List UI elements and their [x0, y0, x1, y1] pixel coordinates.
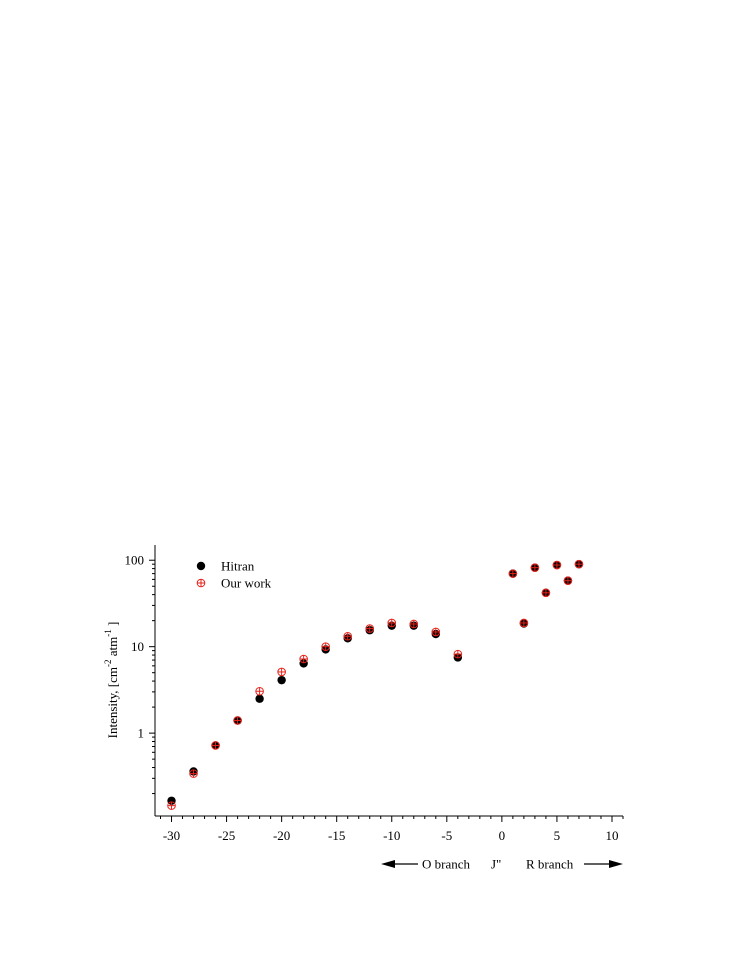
our-work-point: [431, 627, 441, 637]
y-axis-label: Intensity, [cm-2 atm-1 ]: [103, 622, 120, 739]
our-work-point: [530, 563, 540, 572]
our-work-point: [321, 642, 330, 651]
legend-hitran-label: Hitran: [221, 559, 255, 574]
our-work-point: [167, 801, 176, 810]
x-tick-label: 0: [499, 828, 506, 843]
hitran-point: [255, 694, 264, 703]
hitran-point: [299, 659, 308, 668]
our-work-point: [508, 569, 518, 578]
our-work-point: [574, 559, 584, 569]
our-work-point: [211, 741, 220, 750]
our-work-point: [343, 631, 353, 641]
y-tick-label: 10: [131, 639, 144, 654]
our-work-point: [563, 576, 573, 585]
our-work-point: [519, 618, 529, 628]
branch-annotation: O branch J" R branch: [381, 857, 623, 872]
our-work-point: [299, 654, 308, 664]
hitran-point: [167, 796, 176, 805]
o-branch-label: O branch: [422, 857, 471, 872]
our-work-point: [541, 588, 551, 598]
x-tick-label: -30: [163, 828, 180, 843]
x-tick-label: -5: [441, 828, 452, 843]
legend-our-work-label: Our work: [221, 576, 272, 591]
our-work-point: [233, 716, 242, 725]
r-branch-label: R branch: [526, 857, 574, 872]
our-work-point: [189, 769, 198, 778]
legend: Hitran Our work: [196, 559, 272, 591]
y-tick-label: 1: [138, 726, 145, 741]
x-tick-label: -25: [218, 828, 235, 843]
our-work-point: [277, 667, 286, 677]
our-work-point: [255, 686, 264, 696]
r-branch-arrowhead: [609, 860, 623, 868]
ticks: -30 -25 -20 -15 -10 -5 0 5 10 1 10 100: [125, 553, 624, 843]
our-work-point: [409, 619, 419, 629]
x-tick-label: -10: [383, 828, 400, 843]
x-tick-label: -15: [328, 828, 345, 843]
o-branch-arrowhead: [381, 860, 395, 868]
our-work-point: [387, 618, 397, 628]
legend-our-work-marker: [196, 578, 206, 588]
our-work-point: [365, 624, 375, 633]
j-double-prime-label: J": [491, 857, 501, 872]
our-work-point: [552, 560, 562, 570]
x-tick-label: 5: [554, 828, 561, 843]
x-tick-label: 10: [605, 828, 618, 843]
our-work-point: [453, 649, 463, 659]
axes: [154, 545, 623, 817]
x-tick-label: -20: [273, 828, 290, 843]
legend-hitran-marker: [196, 561, 206, 571]
data-points: [167, 559, 584, 810]
hitran-point: [277, 675, 286, 685]
y-tick-label: 100: [125, 553, 145, 568]
